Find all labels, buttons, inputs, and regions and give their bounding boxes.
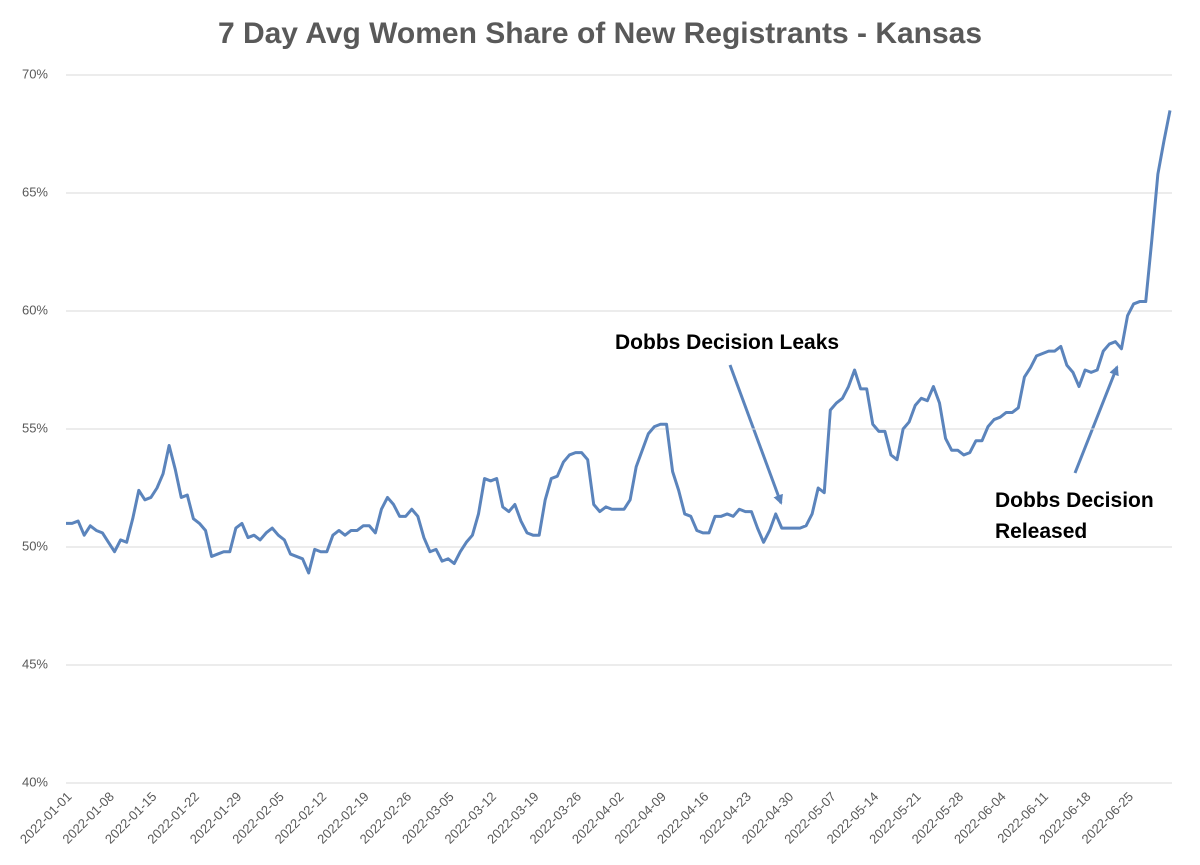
- annotation: Dobbs Decision Leaks: [615, 331, 840, 354]
- y-tick-label: 40%: [22, 774, 48, 789]
- y-tick-label: 55%: [22, 420, 48, 435]
- y-tick-label: 70%: [22, 66, 48, 81]
- line-series: [66, 110, 1172, 575]
- y-tick-label: 45%: [22, 656, 48, 671]
- annotation-arrow: [1073, 365, 1119, 474]
- y-tick-label: 65%: [22, 184, 48, 199]
- annotation-arrow: [728, 364, 783, 505]
- y-tick-label: 50%: [22, 538, 48, 553]
- y-tick-label: 60%: [22, 302, 48, 317]
- annotation: Dobbs Decision Released: [995, 489, 1154, 543]
- chart-title: 7 Day Avg Women Share of New Registrants…: [218, 17, 982, 50]
